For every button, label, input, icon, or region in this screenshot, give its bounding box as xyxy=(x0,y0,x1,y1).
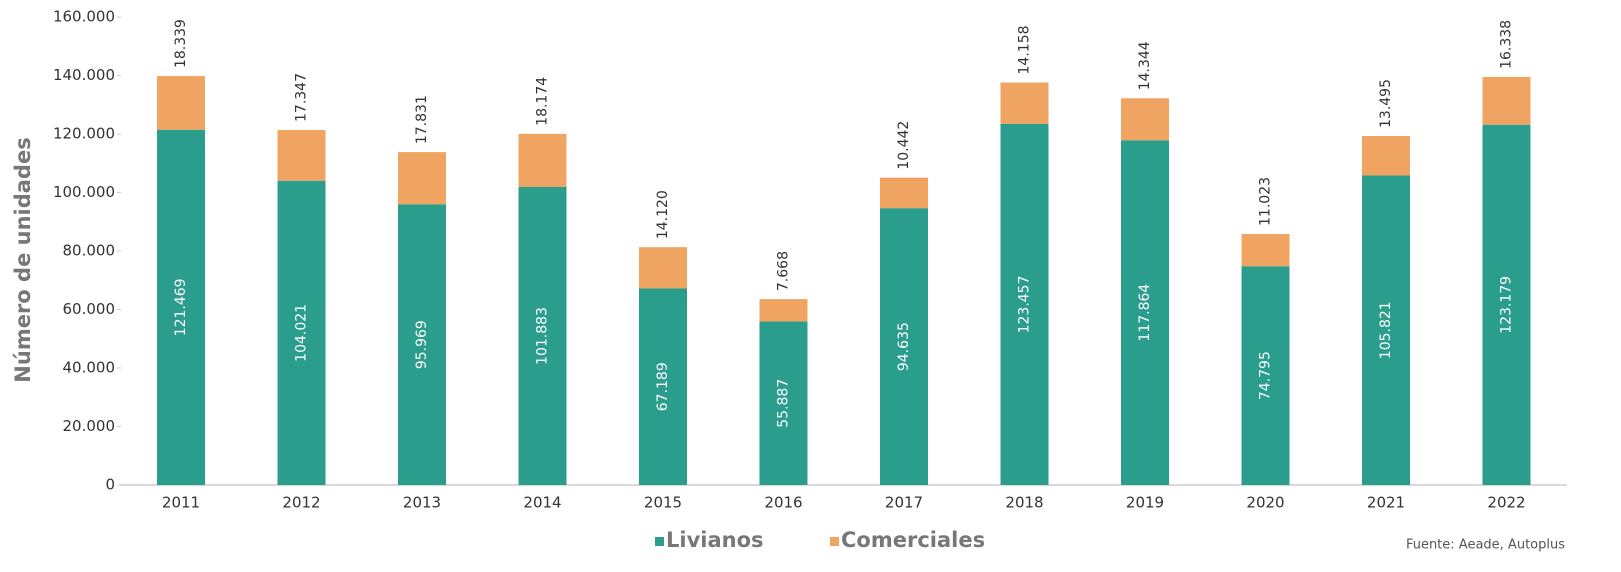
y-axis-title: Número de unidades xyxy=(11,137,35,382)
bar-segment xyxy=(518,133,567,187)
x-tick-label: 2019 xyxy=(1126,494,1164,512)
bar-segment xyxy=(1362,136,1410,176)
data-label: 14.344 xyxy=(1137,41,1153,90)
data-label: 123.457 xyxy=(1017,275,1033,333)
legend-label: Comerciales xyxy=(841,528,985,552)
source: Fuente: Aeade, Autoplus xyxy=(1406,538,1565,553)
bar-segment xyxy=(277,180,326,485)
data-label: 10.442 xyxy=(896,121,912,170)
bar-segment xyxy=(1482,124,1531,486)
y-tick-label: 40.000 xyxy=(63,359,116,377)
data-label: 67.189 xyxy=(655,362,671,411)
bar-segment xyxy=(759,321,808,485)
x-tick-label: 2016 xyxy=(764,494,802,512)
data-label: 18.339 xyxy=(173,19,189,68)
y-tick-label: 100.000 xyxy=(53,183,115,201)
y-tick-label: 120.000 xyxy=(53,125,115,143)
x-tick-label: 2011 xyxy=(162,494,200,512)
x-tick-label: 2014 xyxy=(523,494,561,512)
bar-segment xyxy=(1000,123,1049,485)
data-label: 117.864 xyxy=(1137,284,1153,342)
legend-label: Livianos xyxy=(666,528,764,552)
data-label: 17.831 xyxy=(414,95,430,144)
bar-segment xyxy=(639,288,687,485)
bar-segment xyxy=(1121,98,1169,141)
y-tick-label: 160.000 xyxy=(53,8,115,26)
data-label: 18.174 xyxy=(535,77,551,126)
bar-segment xyxy=(157,76,205,130)
bar-segment xyxy=(639,247,687,289)
x-tick-label: 2021 xyxy=(1367,494,1405,512)
bar-segment xyxy=(1482,76,1531,125)
x-tick-label: 2018 xyxy=(1005,494,1043,512)
data-label: 123.179 xyxy=(1499,276,1515,334)
bar-segment xyxy=(157,129,205,485)
x-tick-label: 2022 xyxy=(1487,494,1525,512)
data-label: 104.021 xyxy=(294,304,310,362)
data-label: 105.821 xyxy=(1378,301,1394,359)
bar-segment xyxy=(880,177,928,209)
data-label: 14.158 xyxy=(1017,25,1033,74)
y-tick-label: 140.000 xyxy=(53,66,115,84)
bar-segment xyxy=(398,152,446,205)
data-label: 55.887 xyxy=(776,379,792,428)
bar-segment xyxy=(759,299,808,322)
bar-segment xyxy=(1241,233,1290,267)
y-tick-label: 0 xyxy=(105,476,115,494)
data-label: 11.023 xyxy=(1258,177,1274,226)
x-tick-label: 2013 xyxy=(403,494,441,512)
bar-segment xyxy=(398,204,446,485)
x-tick-label: 2012 xyxy=(282,494,320,512)
bar-segment xyxy=(277,129,326,181)
bar-segment xyxy=(880,208,928,485)
y-tick-label: 60.000 xyxy=(63,300,116,318)
bar-segment xyxy=(1000,82,1049,124)
bar-segment xyxy=(1362,175,1410,485)
legend-swatch xyxy=(830,537,839,546)
data-label: 17.347 xyxy=(294,73,310,122)
data-label: 101.883 xyxy=(535,307,551,365)
x-tick-label: 2017 xyxy=(885,494,923,512)
data-label: 14.120 xyxy=(655,190,671,239)
bar-segment xyxy=(518,186,567,485)
x-tick-label: 2015 xyxy=(644,494,682,512)
y-tick-label: 80.000 xyxy=(63,242,116,260)
data-label: 95.969 xyxy=(414,320,430,369)
x-tick-label: 2020 xyxy=(1246,494,1284,512)
legend-swatch xyxy=(655,537,664,546)
bar-segment xyxy=(1241,266,1290,485)
data-label: 16.338 xyxy=(1499,20,1515,69)
bar-segment xyxy=(1121,140,1169,485)
data-label: 121.469 xyxy=(173,278,189,336)
data-label: 94.635 xyxy=(896,322,912,371)
data-label: 7.668 xyxy=(776,251,792,291)
data-label: 13.495 xyxy=(1378,79,1394,128)
y-tick-label: 20.000 xyxy=(63,417,116,435)
data-label: 74.795 xyxy=(1258,351,1274,400)
